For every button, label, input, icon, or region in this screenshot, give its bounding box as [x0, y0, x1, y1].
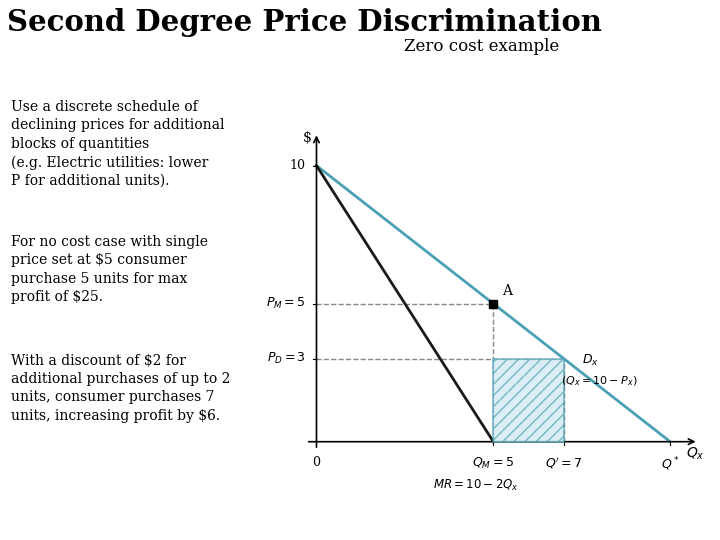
Text: For no cost case with single
price set at $5 consumer
purchase 5 units for max
p: For no cost case with single price set a…	[11, 235, 208, 304]
Text: A: A	[503, 284, 512, 298]
Text: Second Degree Price Discrimination: Second Degree Price Discrimination	[7, 8, 602, 37]
Text: $Q_M = 5$: $Q_M = 5$	[472, 456, 514, 470]
Text: $Q^*$: $Q^*$	[661, 456, 680, 473]
Text: Use a discrete schedule of
declining prices for additional
blocks of quantities
: Use a discrete schedule of declining pri…	[11, 100, 225, 188]
Text: $Q' = 7$: $Q' = 7$	[545, 456, 583, 471]
Text: $P_M = 5$: $P_M = 5$	[266, 296, 306, 311]
Text: $: $	[303, 131, 312, 145]
Bar	[493, 359, 564, 442]
Text: 0: 0	[312, 456, 320, 469]
Text: $D_x$: $D_x$	[582, 353, 598, 368]
Text: With a discount of $2 for
additional purchases of up to 2
units, consumer purcha: With a discount of $2 for additional pur…	[11, 354, 230, 423]
Text: Zero cost example: Zero cost example	[404, 38, 559, 55]
Text: 10: 10	[290, 159, 306, 172]
Text: $Q_x$: $Q_x$	[685, 446, 704, 462]
Text: $(Q_x = 10 - P_x)$: $(Q_x = 10 - P_x)$	[561, 374, 637, 388]
Text: $P_D = 3$: $P_D = 3$	[267, 352, 306, 367]
Text: $MR = 10 - 2Q_x$: $MR = 10 - 2Q_x$	[433, 477, 518, 492]
